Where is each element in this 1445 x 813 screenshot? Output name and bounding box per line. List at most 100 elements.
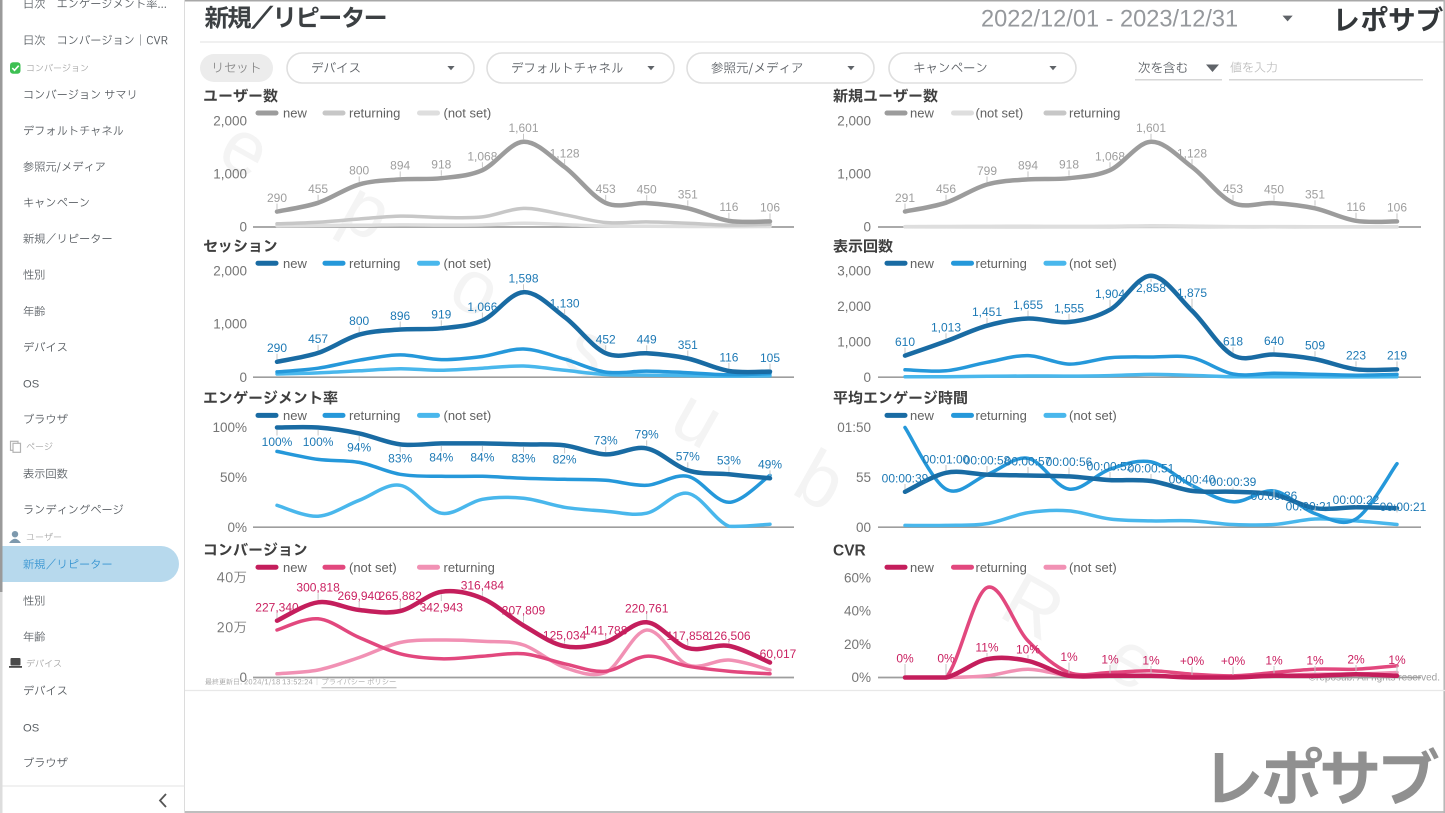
svg-text:0%: 0% <box>937 651 955 665</box>
svg-text:291: 291 <box>895 191 915 205</box>
svg-text:00:00:51: 00:00:51 <box>1128 461 1175 475</box>
svg-text:640: 640 <box>1264 334 1284 348</box>
svg-text:00:00:52: 00:00:52 <box>1087 459 1134 473</box>
svg-text:new: new <box>910 560 934 575</box>
svg-text:1%: 1% <box>1388 653 1406 667</box>
svg-text:2,000: 2,000 <box>837 299 871 314</box>
svg-text:116: 116 <box>719 200 738 214</box>
svg-text:79%: 79% <box>635 428 659 442</box>
svg-text:returning: returning <box>349 408 400 423</box>
svg-text:1,000: 1,000 <box>837 167 871 182</box>
svg-text:49%: 49% <box>758 458 782 472</box>
svg-text:2,000: 2,000 <box>213 113 247 128</box>
svg-text:342,943: 342,943 <box>420 600 464 614</box>
svg-text:1,068: 1,068 <box>1095 150 1125 164</box>
svg-text:0: 0 <box>239 670 247 685</box>
svg-text:60%: 60% <box>844 570 871 585</box>
svg-text:1,128: 1,128 <box>1177 146 1207 160</box>
svg-text:126,506: 126,506 <box>707 629 751 643</box>
svg-text:(not set): (not set) <box>976 106 1024 121</box>
svg-text:00:00:22: 00:00:22 <box>1333 493 1380 507</box>
svg-text:84%: 84% <box>429 451 453 465</box>
svg-text:0: 0 <box>239 370 247 385</box>
svg-text:1%: 1% <box>1265 653 1283 667</box>
svg-text:1,000: 1,000 <box>837 334 871 349</box>
svg-text:141,788: 141,788 <box>584 623 628 637</box>
svg-text:CVR: CVR <box>833 542 866 559</box>
svg-text:50%: 50% <box>220 470 247 485</box>
svg-text:2022/12/01 - 2023/12/31: 2022/12/01 - 2023/12/31 <box>981 6 1238 32</box>
svg-text:290: 290 <box>267 341 287 355</box>
svg-text:453: 453 <box>1223 182 1243 196</box>
svg-text:00:00:21: 00:00:21 <box>1380 500 1427 514</box>
svg-text:0%: 0% <box>851 670 871 685</box>
svg-text:new: new <box>283 106 307 121</box>
svg-text:11%: 11% <box>975 640 998 654</box>
svg-text:456: 456 <box>936 182 956 196</box>
svg-text:3,000: 3,000 <box>837 264 871 279</box>
svg-text:450: 450 <box>1264 182 1284 196</box>
svg-text:918: 918 <box>1059 158 1079 172</box>
svg-text:83%: 83% <box>511 452 535 466</box>
svg-text:269,940: 269,940 <box>338 589 382 603</box>
svg-text:1,451: 1,451 <box>972 305 1002 319</box>
svg-text:00:01:00: 00:01:00 <box>923 452 970 466</box>
svg-text:918: 918 <box>431 158 451 172</box>
svg-text:new: new <box>910 256 934 271</box>
svg-text:00:00:57: 00:00:57 <box>1005 454 1052 468</box>
svg-text:1,000: 1,000 <box>213 167 247 182</box>
svg-text:1%: 1% <box>1060 650 1078 664</box>
svg-text:60,017: 60,017 <box>760 647 797 661</box>
svg-text:returning: returning <box>349 106 400 121</box>
svg-text:53%: 53% <box>717 454 741 468</box>
svg-text:returning: returning <box>976 560 1027 575</box>
svg-text:610: 610 <box>895 335 915 349</box>
svg-text:2,000: 2,000 <box>837 113 871 128</box>
svg-text:2,858: 2,858 <box>1136 281 1166 295</box>
svg-text:(not set): (not set) <box>444 408 492 423</box>
svg-text:351: 351 <box>1305 188 1325 202</box>
svg-text:new: new <box>283 408 307 423</box>
svg-text:896: 896 <box>390 309 410 323</box>
svg-text:1,555: 1,555 <box>1054 301 1084 315</box>
svg-text:1,000: 1,000 <box>213 317 247 332</box>
svg-text:94%: 94% <box>347 441 371 455</box>
svg-text:105: 105 <box>760 351 780 365</box>
svg-text:290: 290 <box>267 191 287 205</box>
svg-text:returning: returning <box>349 256 400 271</box>
svg-text:(not set): (not set) <box>349 560 397 575</box>
svg-text:223: 223 <box>1346 349 1366 363</box>
svg-text:new: new <box>910 106 934 121</box>
svg-text:220,761: 220,761 <box>625 601 669 615</box>
svg-text:new: new <box>283 256 307 271</box>
svg-text:1,068: 1,068 <box>467 150 497 164</box>
svg-text:227,340: 227,340 <box>255 600 299 614</box>
svg-text:1,601: 1,601 <box>508 121 538 135</box>
svg-text:300,818: 300,818 <box>296 581 340 595</box>
svg-text:1%: 1% <box>1101 652 1119 666</box>
svg-text:00:00:39: 00:00:39 <box>1210 475 1257 489</box>
svg-text:OS: OS <box>23 723 39 735</box>
svg-text:106: 106 <box>760 201 780 215</box>
svg-text:316,484: 316,484 <box>461 579 505 593</box>
svg-text:(not set): (not set) <box>1069 256 1117 271</box>
svg-text:10%: 10% <box>1016 642 1040 656</box>
svg-text:©reposub. All rights reserved.: ©reposub. All rights reserved. <box>1309 673 1440 684</box>
svg-text:894: 894 <box>390 159 410 173</box>
svg-text:1,130: 1,130 <box>550 296 580 310</box>
svg-text:116: 116 <box>1346 200 1365 214</box>
svg-text:800: 800 <box>349 314 369 328</box>
svg-text:1,013: 1,013 <box>931 321 961 335</box>
svg-text:894: 894 <box>1018 159 1038 173</box>
svg-text:125,034: 125,034 <box>543 628 587 642</box>
svg-text:returning: returning <box>444 560 495 575</box>
svg-text:83%: 83% <box>388 452 412 466</box>
svg-text:207,809: 207,809 <box>502 603 546 617</box>
svg-text:106: 106 <box>1387 201 1407 215</box>
svg-text:100%: 100% <box>262 435 293 449</box>
svg-text:450: 450 <box>637 182 657 196</box>
svg-text:new: new <box>910 408 934 423</box>
svg-text:1%: 1% <box>1306 653 1324 667</box>
svg-text:100%: 100% <box>212 420 247 435</box>
svg-text:00:00:21: 00:00:21 <box>1286 499 1333 513</box>
